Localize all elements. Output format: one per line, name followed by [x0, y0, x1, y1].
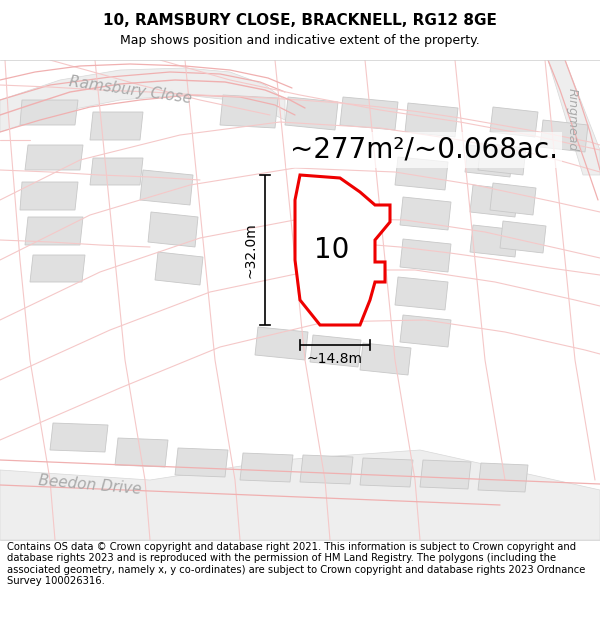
Text: ~32.0m: ~32.0m [244, 222, 258, 278]
Text: Map shows position and indicative extent of the property.: Map shows position and indicative extent… [120, 34, 480, 47]
Polygon shape [90, 158, 143, 185]
Text: ~277m²/~0.068ac.: ~277m²/~0.068ac. [290, 136, 558, 164]
Polygon shape [295, 175, 390, 325]
Polygon shape [360, 343, 411, 375]
Polygon shape [140, 170, 193, 205]
Polygon shape [20, 182, 78, 210]
Polygon shape [50, 423, 108, 452]
Polygon shape [400, 239, 451, 272]
Polygon shape [310, 335, 361, 367]
Polygon shape [340, 97, 398, 130]
Polygon shape [20, 100, 78, 125]
Polygon shape [470, 185, 518, 217]
Polygon shape [478, 143, 526, 175]
Polygon shape [25, 217, 83, 245]
Polygon shape [360, 458, 413, 487]
Polygon shape [285, 97, 338, 130]
Polygon shape [500, 221, 546, 253]
Polygon shape [490, 183, 536, 215]
Polygon shape [25, 145, 83, 170]
Text: ~14.8m: ~14.8m [307, 352, 363, 366]
Text: Ramsbury Close: Ramsbury Close [68, 74, 193, 106]
Polygon shape [490, 107, 538, 137]
Text: Beedon Drive: Beedon Drive [38, 473, 142, 497]
Polygon shape [0, 68, 285, 132]
Text: 10: 10 [314, 236, 350, 264]
Polygon shape [30, 255, 85, 282]
Polygon shape [255, 327, 308, 360]
Polygon shape [300, 455, 353, 484]
Text: Ringmead: Ringmead [566, 88, 578, 152]
Polygon shape [400, 197, 451, 230]
Polygon shape [478, 463, 528, 492]
Polygon shape [470, 225, 518, 257]
Polygon shape [400, 315, 451, 347]
Polygon shape [220, 95, 278, 128]
Polygon shape [115, 438, 168, 467]
Polygon shape [405, 103, 458, 137]
Polygon shape [465, 145, 513, 177]
Polygon shape [155, 252, 203, 285]
Polygon shape [240, 453, 293, 482]
Polygon shape [90, 112, 143, 140]
Text: Contains OS data © Crown copyright and database right 2021. This information is : Contains OS data © Crown copyright and d… [7, 542, 586, 586]
Polygon shape [395, 157, 448, 190]
Polygon shape [148, 212, 198, 247]
Polygon shape [0, 450, 600, 540]
Text: 10, RAMSBURY CLOSE, BRACKNELL, RG12 8GE: 10, RAMSBURY CLOSE, BRACKNELL, RG12 8GE [103, 13, 497, 28]
Polygon shape [420, 460, 471, 489]
Polygon shape [540, 120, 588, 152]
Polygon shape [395, 277, 448, 310]
Polygon shape [548, 60, 600, 175]
Polygon shape [175, 448, 228, 477]
